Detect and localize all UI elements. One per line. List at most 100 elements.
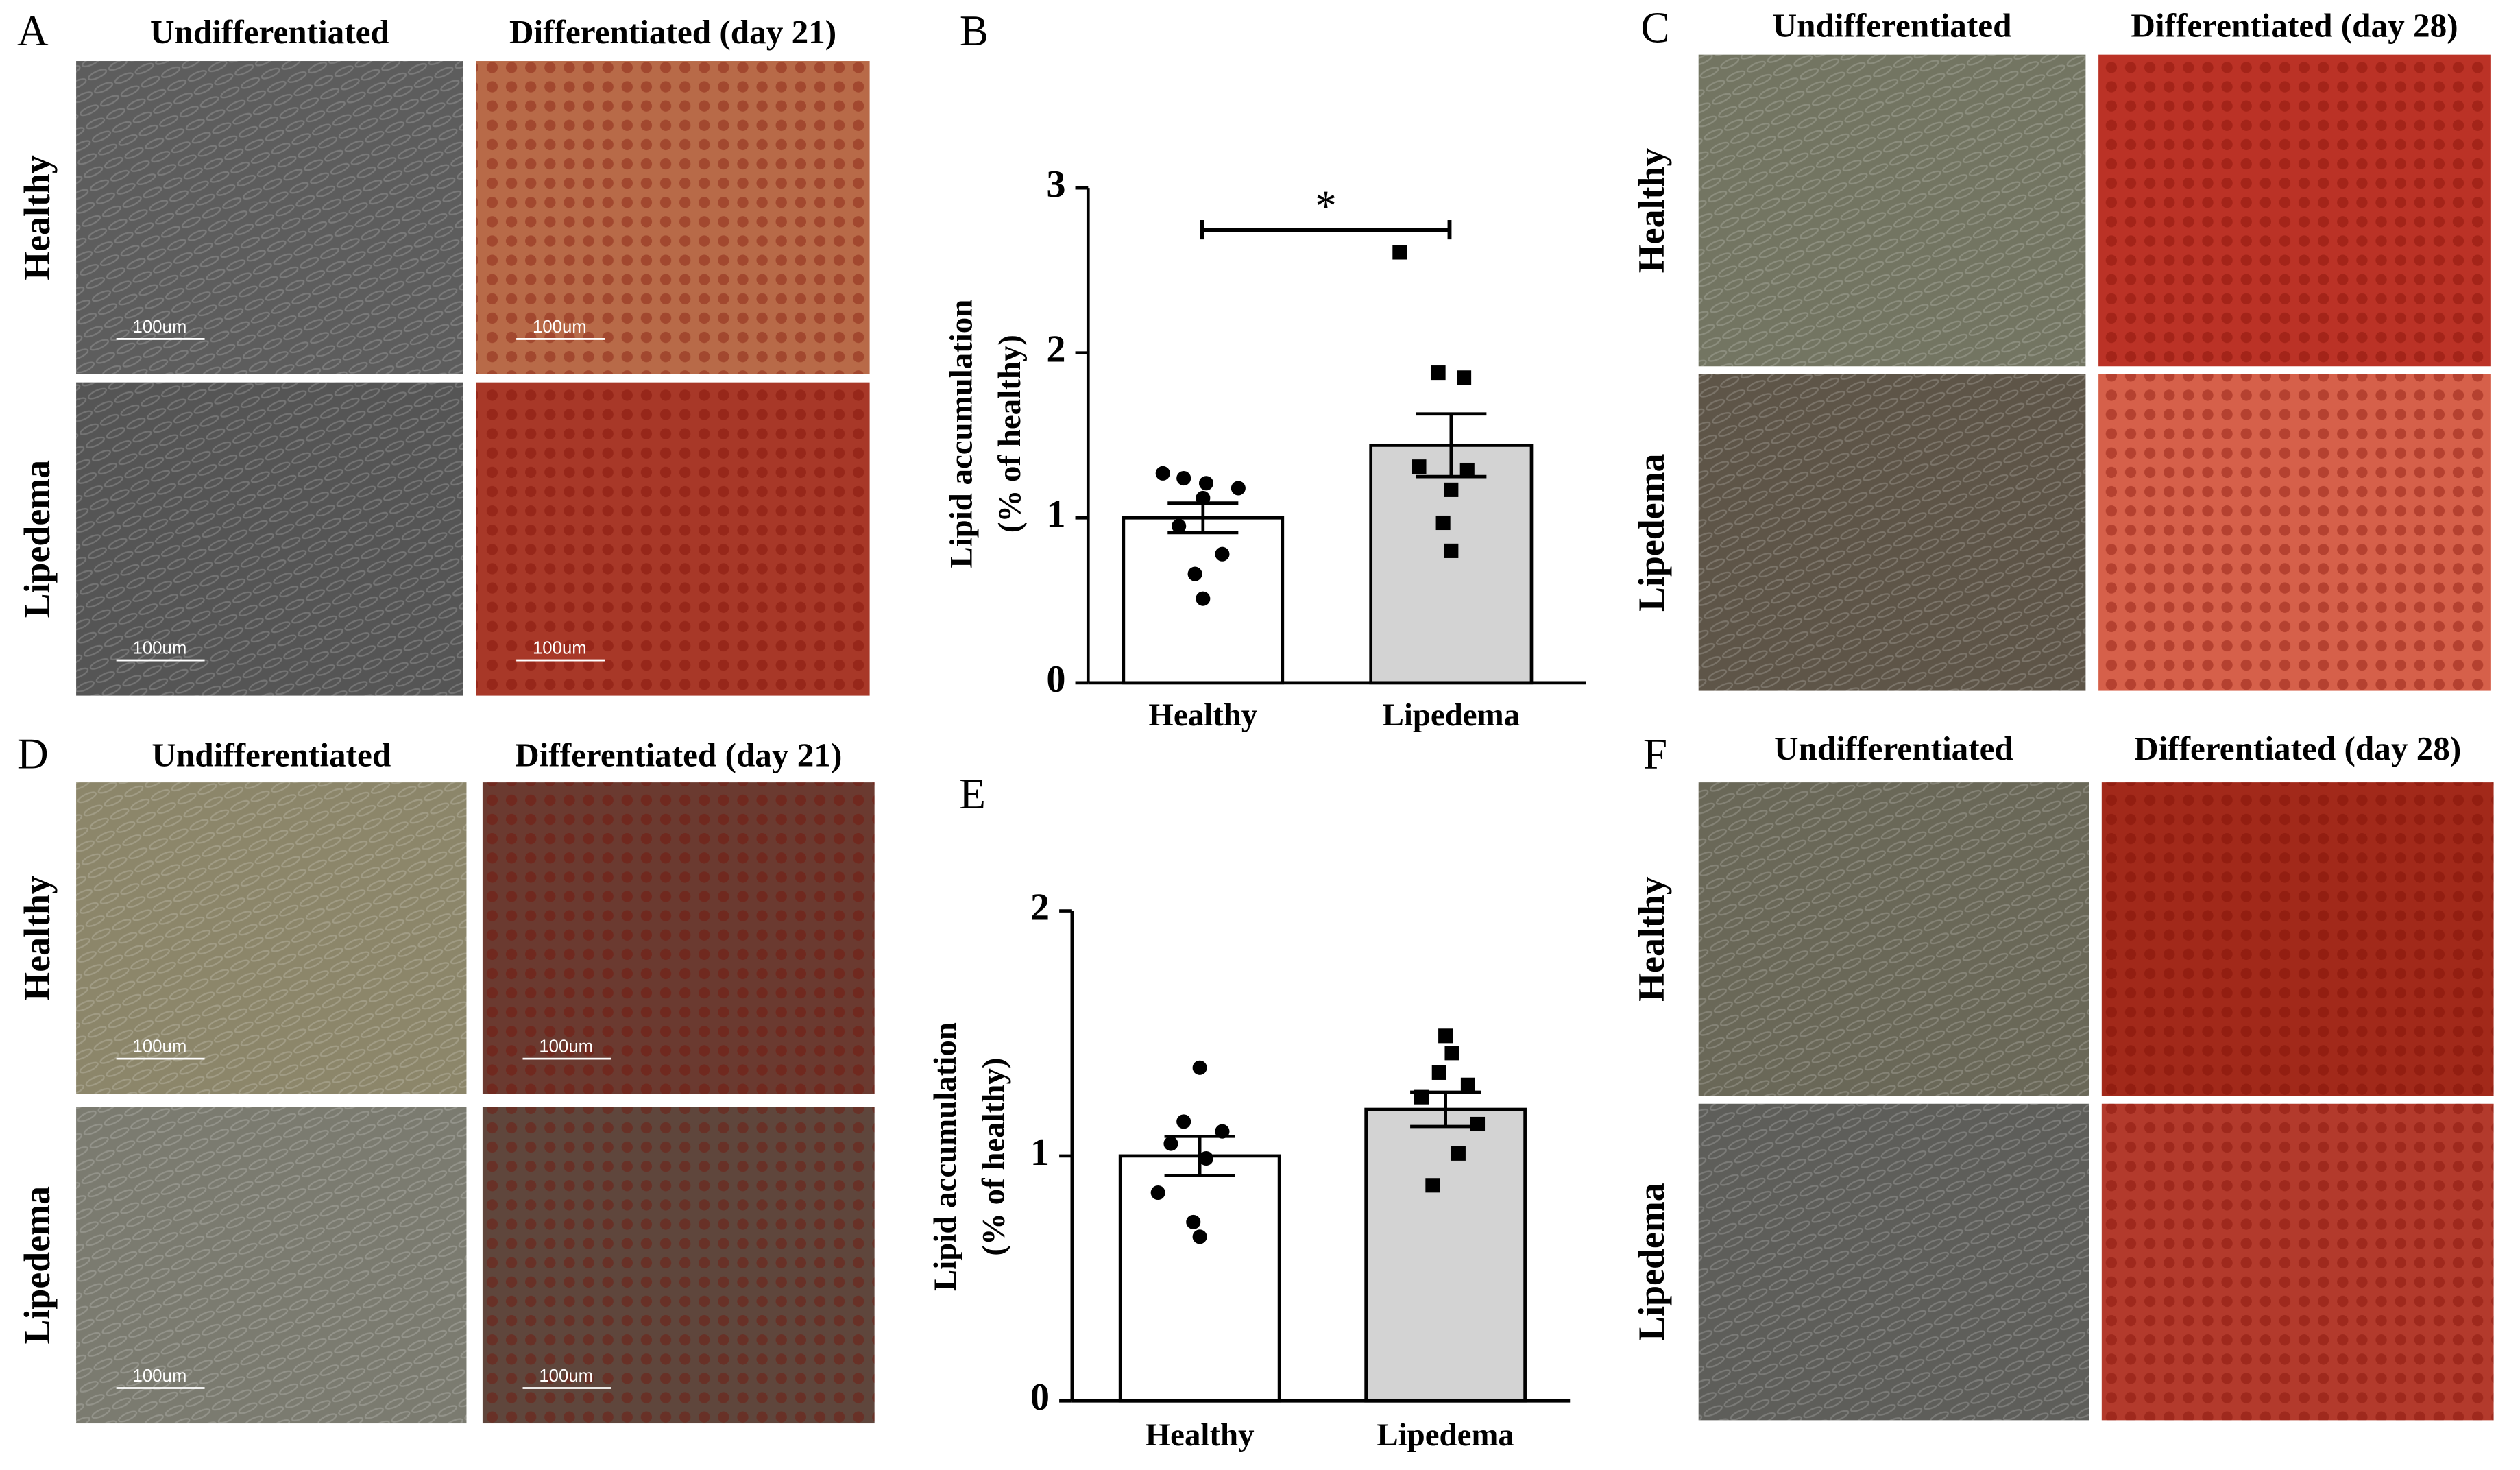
y-tick-label: 0: [1046, 658, 1065, 701]
micrograph-texture: [1698, 54, 2086, 367]
data-point: [1444, 1046, 1459, 1061]
data-point: [1192, 1060, 1207, 1075]
column-title: Differentiated (day 21): [509, 13, 836, 51]
micrograph-texture: [1698, 374, 2086, 691]
panel-label: B: [960, 7, 989, 55]
data-point: [1187, 566, 1202, 581]
scale-bar-label: 100um: [539, 1366, 593, 1386]
data-point: [1196, 591, 1211, 606]
data-point: [1412, 459, 1427, 474]
y-axis-label: (% of healthy): [976, 1058, 1011, 1256]
micrograph-texture: [2101, 1103, 2494, 1421]
y-tick-label: 3: [1046, 163, 1065, 206]
column-title: Undifferentiated: [150, 13, 389, 51]
micrograph-texture: [2098, 374, 2491, 691]
y-tick-label: 2: [1046, 328, 1065, 371]
y-tick-label: 2: [1030, 886, 1050, 928]
data-point: [1172, 518, 1187, 533]
data-point: [1444, 482, 1459, 497]
data-point: [1163, 1136, 1178, 1151]
significance-label: *: [1315, 182, 1337, 230]
data-point: [1176, 471, 1191, 486]
micrograph-texture: [2098, 54, 2491, 367]
data-point: [1215, 546, 1230, 562]
column-title: Differentiated (day 21): [515, 736, 842, 773]
row-title: Lipedema: [16, 460, 58, 618]
data-point: [1150, 1185, 1165, 1201]
data-point: [1414, 1089, 1429, 1105]
y-axis-label: Lipid accumulation: [928, 1022, 963, 1291]
y-tick-label: 0: [1030, 1376, 1050, 1419]
data-point: [1198, 1150, 1214, 1166]
micrograph-texture: [2101, 782, 2494, 1096]
data-point: [1186, 1214, 1201, 1229]
column-title: Undifferentiated: [152, 736, 391, 773]
micrograph-texture: [76, 782, 467, 1094]
data-point: [1470, 1116, 1486, 1132]
data-point: [1425, 1178, 1440, 1193]
row-title: Healthy: [16, 876, 58, 1001]
bar: [1369, 444, 1534, 685]
micrograph-texture: [476, 382, 870, 696]
data-point: [1176, 1114, 1191, 1129]
bar: [1118, 1154, 1281, 1403]
x-tick-label: Lipedema: [1383, 697, 1520, 733]
data-point: [1444, 543, 1459, 558]
data-point: [1438, 1028, 1453, 1044]
data-point: [1198, 476, 1214, 491]
scale-bar-label: 100um: [533, 317, 587, 337]
data-point: [1459, 462, 1475, 478]
column-title: Undifferentiated: [1773, 6, 2012, 44]
scale-bar-label: 100um: [133, 1366, 187, 1386]
scale-bar-label: 100um: [133, 638, 187, 658]
micrograph-texture: [476, 61, 870, 374]
panel-label: D: [17, 730, 49, 778]
data-point: [1460, 1077, 1475, 1092]
panel-label: E: [959, 770, 986, 818]
data-point: [1435, 515, 1451, 531]
x-tick-label: Lipedema: [1377, 1417, 1514, 1453]
micrograph-texture: [482, 782, 875, 1094]
x-tick-label: Healthy: [1146, 1417, 1255, 1453]
data-point: [1431, 365, 1446, 381]
micrograph-texture: [76, 382, 463, 696]
scale-bar-label: 100um: [133, 1037, 187, 1057]
scale-bar-label: 100um: [539, 1037, 593, 1057]
y-axis-label: (% of healthy): [992, 335, 1028, 533]
micrograph-texture: [482, 1107, 875, 1424]
column-title: Differentiated (day 28): [2131, 6, 2458, 44]
bar: [1364, 1107, 1527, 1403]
column-title: Undifferentiated: [1774, 730, 2013, 767]
x-tick-label: Healthy: [1148, 697, 1257, 733]
y-tick-label: 1: [1030, 1131, 1050, 1174]
data-point: [1196, 490, 1211, 505]
data-point: [1155, 466, 1170, 481]
row-title: Lipedema: [1631, 453, 1672, 612]
micrograph-texture: [1698, 1103, 2089, 1421]
data-point: [1451, 1146, 1466, 1161]
data-point: [1431, 1065, 1446, 1080]
row-title: Lipedema: [16, 1186, 58, 1345]
micrograph-texture: [1698, 782, 2089, 1096]
row-title: Healthy: [16, 155, 58, 280]
data-point: [1231, 481, 1246, 496]
scale-bar-label: 100um: [133, 317, 187, 337]
panel-label: A: [17, 7, 49, 55]
micrograph-texture: [76, 1107, 467, 1424]
scale-bar-label: 100um: [533, 638, 587, 658]
row-title: Healthy: [1631, 148, 1672, 274]
column-title: Differentiated (day 28): [2134, 730, 2461, 767]
panel-label: C: [1640, 3, 1669, 51]
y-axis-label: Lipid accumulation: [944, 300, 980, 568]
y-tick-label: 1: [1046, 493, 1065, 535]
data-point: [1392, 245, 1407, 260]
panel-label: F: [1643, 730, 1667, 778]
micrograph-texture: [76, 61, 463, 374]
data-point: [1457, 370, 1472, 385]
data-point: [1215, 1124, 1230, 1139]
row-title: Healthy: [1631, 876, 1672, 1002]
row-title: Lipedema: [1631, 1183, 1672, 1341]
data-point: [1192, 1229, 1207, 1244]
